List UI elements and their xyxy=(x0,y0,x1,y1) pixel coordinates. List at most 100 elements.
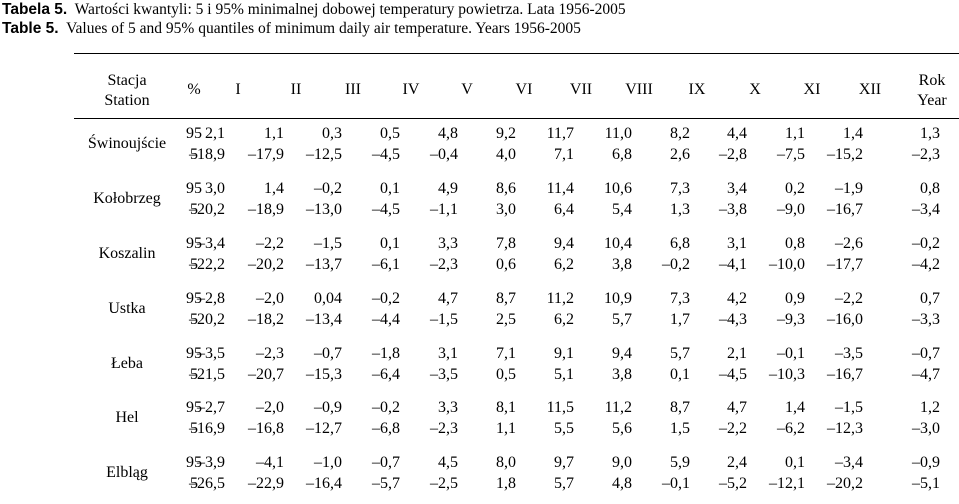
quantile-label-5: 5 xyxy=(190,201,198,218)
table-cell: –22,9 xyxy=(248,475,284,492)
table-cell: 11,7 xyxy=(546,125,574,142)
table-cell: 10,9 xyxy=(604,290,632,307)
table-cell: –6,2 xyxy=(777,420,805,437)
header-month-9: IX xyxy=(688,81,706,98)
table-cell: –21,5 xyxy=(189,366,225,383)
caption-text-en: Values of 5 and 95% quantiles of minimum… xyxy=(66,20,581,37)
table-cell: –5,2 xyxy=(719,475,747,492)
table-cell: –1,0 xyxy=(314,454,342,471)
table-cell: –1,1 xyxy=(430,201,458,218)
table-cell: –12,7 xyxy=(306,420,342,437)
table-cell: 9,2 xyxy=(496,125,516,142)
table-cell: –12,5 xyxy=(306,146,342,163)
table-cell: 0,9 xyxy=(785,290,805,307)
station-name: Ustka xyxy=(108,300,146,317)
table-cell: –13,0 xyxy=(306,201,342,218)
table-cell: 6,8 xyxy=(612,146,632,163)
table-top-rule xyxy=(74,53,959,54)
header-year-pl: Rok xyxy=(918,72,946,89)
table-cell: –3,0 xyxy=(912,420,940,437)
table-cell: –0,1 xyxy=(662,475,690,492)
header-station-pl: Stacja xyxy=(107,72,147,89)
table-cell: –4,3 xyxy=(719,311,747,328)
table-cell: 2,1 xyxy=(205,125,225,142)
caption-label-pl: Tabela 5. xyxy=(2,1,68,18)
table-cell: 0,1 xyxy=(670,366,690,383)
table-cell: –10,3 xyxy=(769,366,805,383)
table-cell: –16,4 xyxy=(306,475,342,492)
caption-english: Table 5. Values of 5 and 95% quantiles o… xyxy=(2,19,581,38)
table-cell: 5,4 xyxy=(612,201,632,218)
table-cell: –2,7 xyxy=(197,399,225,416)
table-cell: 2,5 xyxy=(496,311,516,328)
table-cell: –2,6 xyxy=(835,235,863,252)
table-cell: 5,6 xyxy=(612,420,632,437)
table-cell: –2,3 xyxy=(912,146,940,163)
table-cell: –10,0 xyxy=(769,256,805,273)
table-cell: 4,5 xyxy=(438,454,458,471)
table-cell: –2,5 xyxy=(430,475,458,492)
table-cell: 5,5 xyxy=(554,420,574,437)
table-cell: –3,3 xyxy=(912,311,940,328)
table-cell: 0,8 xyxy=(785,235,805,252)
table-cell: –3,9 xyxy=(197,454,225,471)
table-cell: 9,4 xyxy=(612,345,632,362)
quantile-label-95: 95 xyxy=(186,454,202,471)
table-cell: 3,1 xyxy=(727,235,747,252)
table-cell: –3,5 xyxy=(835,345,863,362)
table-cell: 11,5 xyxy=(546,399,574,416)
table-cell: 4,2 xyxy=(727,290,747,307)
table-cell: –2,0 xyxy=(256,399,284,416)
quantile-label-5: 5 xyxy=(190,256,198,273)
table-cell: 7,3 xyxy=(670,290,690,307)
table-cell: –13,4 xyxy=(306,311,342,328)
table-cell: 6,2 xyxy=(554,256,574,273)
table-cell: –3,5 xyxy=(430,366,458,383)
table-cell: –2,8 xyxy=(719,146,747,163)
table-cell: 11,0 xyxy=(604,125,632,142)
table-cell: 4,7 xyxy=(727,399,747,416)
table-cell: 6,4 xyxy=(554,201,574,218)
table-cell: –1,5 xyxy=(314,235,342,252)
table-cell: –1,9 xyxy=(835,180,863,197)
header-month-12: XII xyxy=(858,81,882,98)
table-cell: –0,9 xyxy=(912,454,940,471)
table-cell: –13,7 xyxy=(306,256,342,273)
table-cell: 2,6 xyxy=(670,146,690,163)
table-cell: –4,5 xyxy=(719,366,747,383)
table-cell: 3,3 xyxy=(438,399,458,416)
table-cell: –3,4 xyxy=(912,201,940,218)
header-month-5: V xyxy=(461,81,473,98)
table-cell: –0,7 xyxy=(372,454,400,471)
table-cell: –0,2 xyxy=(372,399,400,416)
table-cell: 0,1 xyxy=(380,180,400,197)
table-cell: –4,5 xyxy=(372,201,400,218)
table-cell: –2,3 xyxy=(430,420,458,437)
table-cell: 4,8 xyxy=(438,125,458,142)
table-cell: 6,2 xyxy=(554,311,574,328)
table-cell: 1,1 xyxy=(264,125,284,142)
caption-label-en: Table 5. xyxy=(2,20,59,37)
table-cell: –2,3 xyxy=(256,345,284,362)
table-header-rule xyxy=(74,118,959,119)
station-name: Świnoujście xyxy=(87,135,167,152)
table-cell: –4,4 xyxy=(372,311,400,328)
table-cell: 8,2 xyxy=(670,125,690,142)
table-cell: 3,0 xyxy=(205,180,225,197)
table-cell: –16,0 xyxy=(827,311,863,328)
table-cell: –3,4 xyxy=(197,235,225,252)
table-cell: –2,2 xyxy=(719,420,747,437)
table-cell: –0,7 xyxy=(912,345,940,362)
table-cell: –2,0 xyxy=(256,290,284,307)
table-cell: 1,1 xyxy=(785,125,805,142)
table-cell: 1,4 xyxy=(785,399,805,416)
table-cell: 8,0 xyxy=(496,454,516,471)
table-cell: –4,7 xyxy=(912,366,940,383)
table-cell: –16,9 xyxy=(189,420,225,437)
table-cell: 9,4 xyxy=(554,235,574,252)
table-cell: 4,7 xyxy=(438,290,458,307)
quantile-label-95: 95 xyxy=(186,290,202,307)
table-cell: 5,1 xyxy=(554,366,574,383)
quantile-label-5: 5 xyxy=(190,311,198,328)
table-cell: 11,2 xyxy=(604,399,632,416)
